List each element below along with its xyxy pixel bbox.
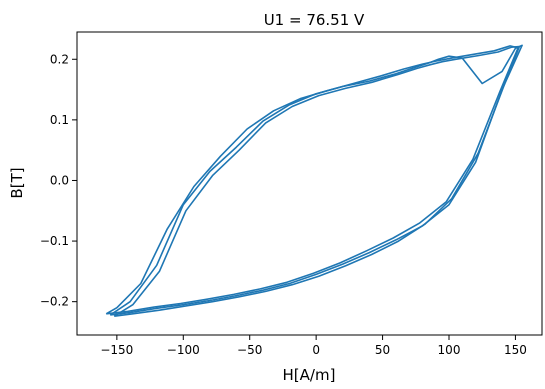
y-axis-ticks: −0.2 −0.1 0.0 0.1 0.2 <box>40 52 77 309</box>
x-tick-label: −100 <box>167 343 200 357</box>
x-tick-label: −150 <box>100 343 133 357</box>
hysteresis-loop-1 <box>109 44 523 316</box>
x-tick-label: 50 <box>375 343 390 357</box>
y-tick-label: −0.1 <box>40 234 69 248</box>
x-tick-label: 100 <box>438 343 461 357</box>
hysteresis-loop-2 <box>113 45 521 317</box>
hysteresis-loop-3 <box>105 45 519 315</box>
y-tick-label: 0.1 <box>50 113 69 127</box>
x-tick-label: 150 <box>504 343 527 357</box>
y-tick-label: 0.2 <box>50 52 69 66</box>
y-tick-label: 0.0 <box>50 173 69 187</box>
plot-frame <box>76 31 543 336</box>
x-tick-label: 0 <box>312 343 320 357</box>
x-axis-label: H[A/m] <box>283 366 336 384</box>
y-tick-label: −0.2 <box>40 295 69 309</box>
x-tick-label: −50 <box>237 343 262 357</box>
chart-title: U1 = 76.51 V <box>264 11 365 29</box>
plot-lines <box>105 44 523 317</box>
x-axis-ticks: −150 −100 −50 0 50 100 150 <box>100 335 527 357</box>
y-axis-label: B[T] <box>8 167 26 198</box>
